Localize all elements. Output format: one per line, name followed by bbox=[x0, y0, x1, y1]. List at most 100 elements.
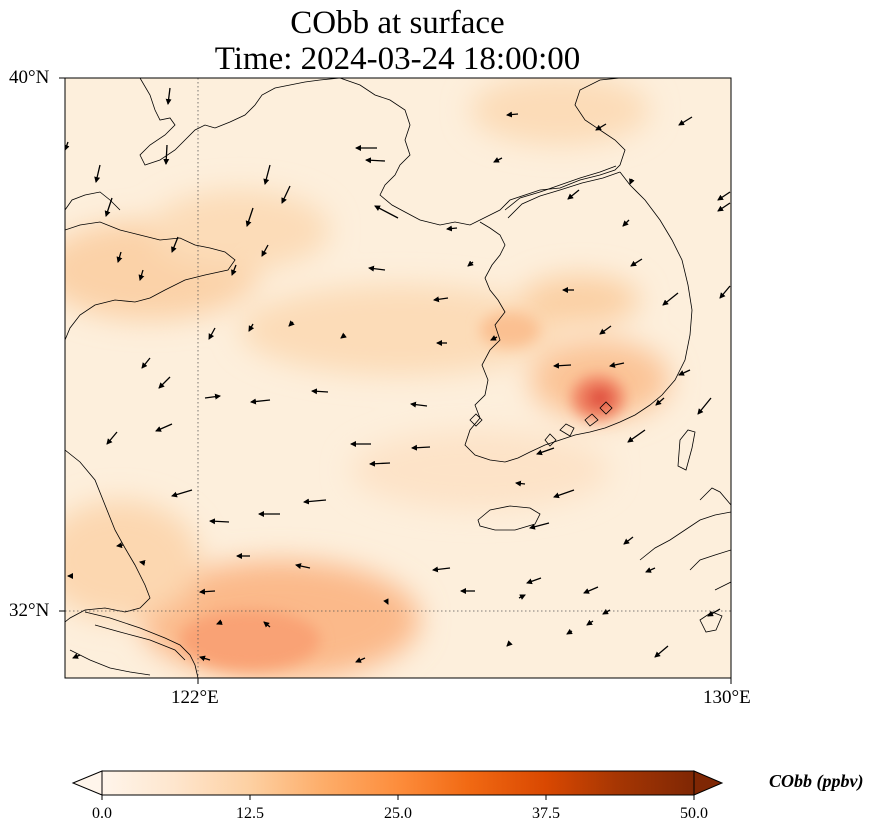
wind-arrow bbox=[630, 258, 643, 267]
map-frame bbox=[64, 77, 732, 679]
wind-arrow bbox=[629, 178, 635, 185]
wind-arrow bbox=[515, 480, 526, 487]
wind-arrow bbox=[288, 320, 295, 327]
wind-arrow bbox=[94, 164, 101, 183]
colorbar-tick-label: 12.5 bbox=[236, 805, 264, 822]
wind-arrow bbox=[506, 640, 513, 647]
colorbar-tick-label: 37.5 bbox=[532, 805, 560, 822]
wind-arrow bbox=[410, 401, 428, 408]
wind-arrow bbox=[171, 489, 193, 498]
wind-arrow bbox=[567, 189, 580, 200]
wind-arrow bbox=[263, 621, 271, 628]
wind-arrow bbox=[622, 219, 630, 227]
wind-arrow bbox=[609, 362, 625, 368]
wind-arrow bbox=[171, 236, 179, 253]
wind-arrow bbox=[623, 536, 634, 545]
wind-arrow bbox=[311, 388, 329, 395]
lon-tick-label-122: 122°E bbox=[171, 687, 219, 708]
wind-arrow bbox=[655, 397, 665, 406]
wind-arrow bbox=[209, 518, 230, 525]
wind-arrow bbox=[199, 588, 216, 595]
wind-arrow bbox=[116, 542, 124, 549]
lon-tick-label-130: 130°E bbox=[703, 687, 751, 708]
wind-arrow bbox=[368, 265, 386, 272]
wind-arrow bbox=[138, 269, 145, 281]
wind-arrow bbox=[216, 619, 223, 625]
wind-arrow bbox=[719, 285, 731, 299]
wind-arrow bbox=[518, 594, 526, 600]
wind-arrow bbox=[553, 362, 572, 369]
map-title: CObb at surface bbox=[290, 5, 505, 41]
wind-arrow bbox=[261, 244, 269, 257]
wind-arrow bbox=[355, 657, 366, 663]
lat-tick-label-32: 32°N bbox=[9, 600, 50, 621]
wind-arrow bbox=[645, 567, 656, 573]
wind-arrow bbox=[281, 185, 291, 204]
map-subtitle: Time: 2024-03-24 18:00:00 bbox=[214, 41, 581, 77]
lat-tick-label-40: 40°N bbox=[9, 67, 50, 88]
wind-arrow bbox=[432, 566, 451, 573]
wind-arrow bbox=[340, 332, 347, 339]
wind-arrow bbox=[595, 123, 607, 131]
wind-arrow bbox=[158, 376, 171, 389]
wind-arrow bbox=[139, 560, 146, 566]
wind-arrow bbox=[599, 325, 612, 335]
wind-arrow bbox=[155, 423, 173, 432]
colorbar-tick-label: 25.0 bbox=[384, 805, 412, 822]
wind-arrow bbox=[678, 116, 693, 126]
wind-arrow bbox=[248, 323, 255, 332]
colorbar-tick-label: 50.0 bbox=[680, 805, 708, 822]
wind-arrow bbox=[374, 205, 399, 219]
wind-arrow bbox=[717, 202, 731, 212]
wind-arrow bbox=[245, 207, 254, 227]
gridlines bbox=[65, 78, 731, 678]
wind-arrow bbox=[204, 393, 221, 400]
wind-arrow bbox=[566, 628, 573, 635]
wind-arrow bbox=[586, 619, 594, 626]
wind-arrow bbox=[583, 586, 599, 594]
wind-arrow bbox=[263, 164, 271, 185]
wind-arrow bbox=[678, 369, 691, 376]
wind-arrow bbox=[369, 460, 391, 467]
wind-arrow bbox=[697, 397, 712, 415]
wind-arrow bbox=[365, 157, 386, 164]
wind-arrow bbox=[707, 608, 721, 617]
wind-arrow bbox=[627, 429, 646, 443]
wind-arrow bbox=[411, 444, 431, 451]
wind-arrow bbox=[295, 563, 311, 569]
wind-arrow bbox=[163, 144, 170, 165]
wind-arrow bbox=[72, 653, 81, 659]
wind-arrow bbox=[446, 225, 458, 232]
wind-arrow bbox=[199, 655, 211, 662]
wind-arrow bbox=[106, 431, 118, 445]
wind-arrow bbox=[490, 335, 498, 341]
wind-arrow bbox=[493, 157, 503, 163]
wind-arrow bbox=[104, 197, 113, 217]
wind-arrow bbox=[529, 522, 550, 530]
wind-vectors bbox=[65, 87, 731, 663]
colorbar-title: CObb (ppbv) bbox=[769, 771, 864, 791]
wind-arrow bbox=[231, 264, 237, 276]
wind-arrow bbox=[141, 357, 151, 369]
colorbar bbox=[71, 770, 724, 800]
wind-arrow bbox=[208, 327, 216, 340]
wind-arrow bbox=[654, 645, 669, 658]
wind-arrow bbox=[717, 191, 731, 201]
wind-arrow bbox=[536, 447, 555, 456]
coastlines bbox=[65, 78, 731, 678]
wind-arrow bbox=[116, 251, 123, 263]
colorbar-tick-label: 0.0 bbox=[92, 805, 112, 822]
wind-arrow bbox=[602, 608, 611, 615]
wind-arrow bbox=[250, 398, 271, 405]
wind-arrow bbox=[303, 498, 327, 505]
axis-ticks bbox=[59, 77, 732, 684]
wind-arrow bbox=[526, 577, 542, 585]
wind-arrow bbox=[383, 598, 389, 605]
wind-arrow bbox=[165, 87, 172, 105]
wind-arrow bbox=[662, 292, 679, 306]
wind-arrow bbox=[553, 489, 575, 499]
wind-arrow bbox=[467, 260, 474, 267]
concentration-field bbox=[65, 78, 731, 678]
wind-arrow bbox=[433, 296, 449, 303]
